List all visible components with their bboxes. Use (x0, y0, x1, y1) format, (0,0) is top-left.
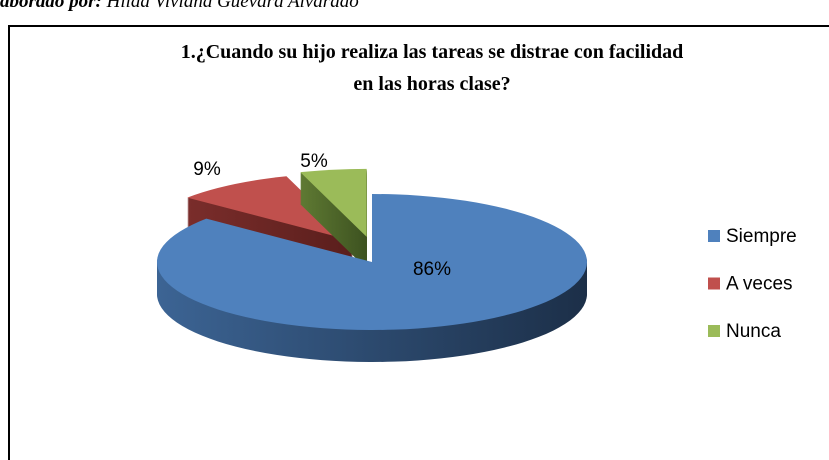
legend-label: A veces (726, 274, 793, 295)
caption-author: Hilda Viviana Guevara Alvarado (106, 0, 359, 12)
chart-border (8, 25, 829, 460)
data-label: 86% (413, 259, 451, 280)
legend-swatch (708, 277, 720, 290)
legend-label: Nunca (726, 321, 781, 342)
legend-swatch (708, 325, 720, 337)
caption: aborado por: Hilda Viviana Guevara Alvar… (0, 0, 359, 13)
legend-swatch (708, 230, 720, 242)
slice (300, 168, 367, 237)
caption-label: aborado por: (0, 0, 102, 12)
slice (156, 194, 588, 330)
data-label: 5% (300, 151, 328, 172)
legend-label: Siempre (726, 226, 797, 247)
slice (187, 176, 353, 241)
data-label: 9% (193, 159, 221, 180)
chart-title: 1.¿Cuando su hijo realiza las tareas se … (180, 41, 684, 95)
